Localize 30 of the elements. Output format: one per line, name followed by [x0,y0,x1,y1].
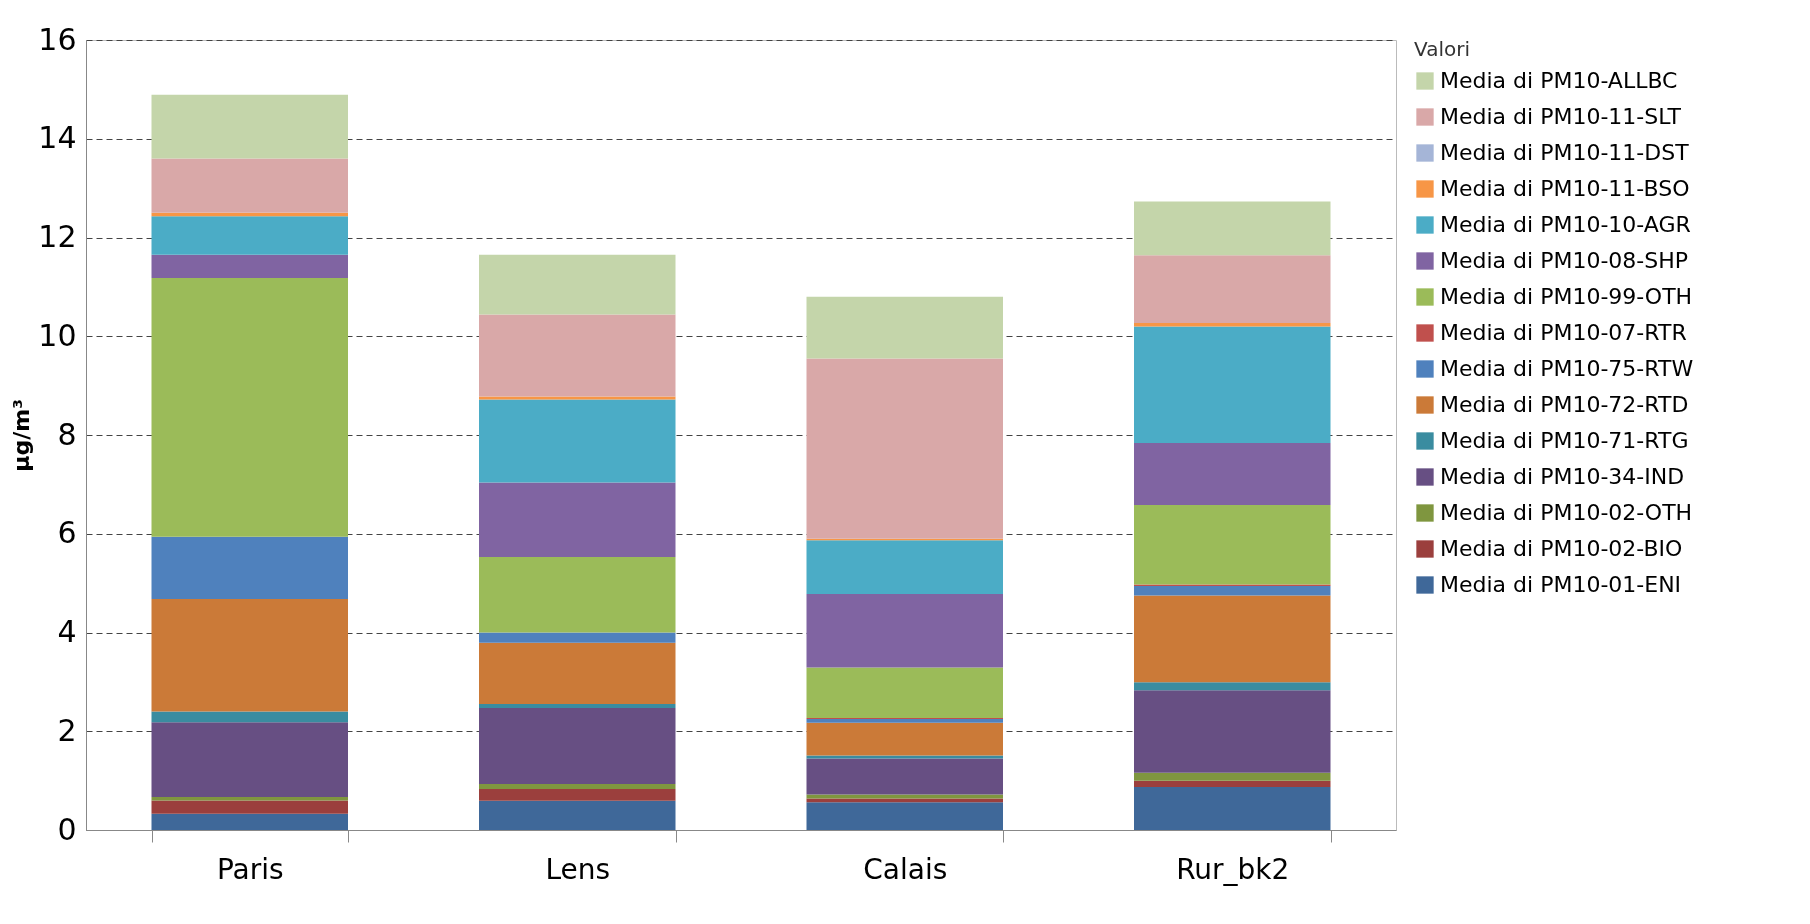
y-tick-label: 0 [57,811,77,847]
legend-label: Media di PM10-11-SLT [1440,104,1682,129]
legend-title: Valori [1414,37,1470,61]
y-tick-label: 12 [38,219,77,254]
legend-label: Media di PM10-72-RTD [1440,392,1689,417]
legend-label: Media di PM10-99-OTH [1440,284,1693,309]
legend-label: Media di PM10-10-AGR [1440,212,1691,237]
x-tick-label: Calais [863,852,948,886]
y-tick-label: 10 [38,317,77,353]
y-tick-label: 16 [38,21,77,57]
legend-label: Media di PM10-ALLBC [1440,68,1678,93]
y-tick-label: 8 [57,416,77,452]
x-tick-label: Lens [545,852,611,886]
legend-label: Media di PM10-11-BSO [1440,176,1690,201]
legend-label: Media di PM10-75-RTW [1440,356,1694,381]
legend-label: Media di PM10-07-RTR [1440,320,1687,345]
y-tick-label: 4 [57,614,77,649]
y-tick-label: 2 [57,712,77,748]
legend-label: Media di PM10-11-DST [1440,140,1690,165]
legend-label: Media di PM10-02-BIO [1440,536,1683,561]
legend-label: Media di PM10-08-SHP [1440,248,1689,273]
x-tick-label: Rur_bk2 [1176,852,1290,886]
x-tick-label: Paris [216,852,284,886]
y-tick-label: 6 [57,515,77,551]
legend-label: Media di PM10-71-RTG [1440,428,1689,453]
legend-label: Media di PM10-02-OTH [1440,500,1693,525]
y-tick-label: 14 [38,120,77,156]
legend-label: Media di PM10-01-ENI [1440,572,1682,597]
y-axis-title: µg/m³ [9,399,35,472]
legend-label: Media di PM10-34-IND [1440,464,1685,489]
